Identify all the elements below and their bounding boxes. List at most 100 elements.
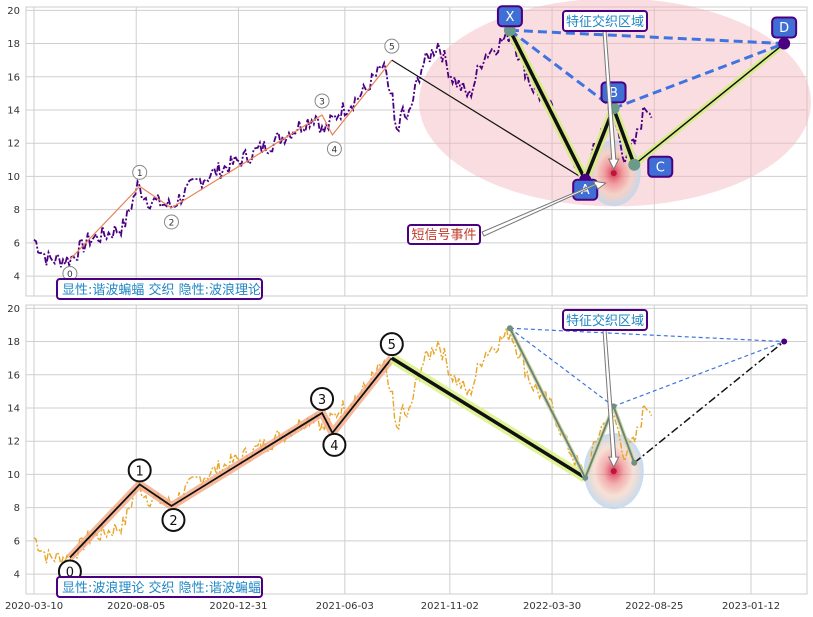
harmonic-marker-x: [506, 325, 513, 332]
harmonic-label-b: B: [600, 81, 627, 104]
harmonic-marker-a: [582, 474, 589, 481]
zone-label-text: 特征交织区域: [566, 313, 644, 329]
zone-label: 特征交织区域: [562, 309, 648, 469]
wave-label-text: 2: [169, 218, 175, 228]
harmonic-label-text: X: [505, 10, 514, 25]
harmonic-marker-d: [781, 338, 788, 345]
harmonic-label-text: D: [779, 21, 789, 36]
harmonic-label-box: [771, 16, 798, 39]
x-tick-label: 2020-03-10: [5, 601, 63, 612]
wave-label-circle: [314, 93, 330, 109]
wave-label-text: 5: [388, 338, 396, 353]
mode-legend: 显性:波浪理论 交织 隐性:谐波蝙蝠: [56, 576, 263, 598]
wave-label-circle: [132, 164, 148, 180]
wave-label-text: 5: [389, 43, 395, 53]
signal-label-text: 短信号事件: [411, 228, 476, 243]
wave-5-to-a-line: [390, 356, 587, 480]
y-tick-label: 4: [14, 272, 20, 283]
xa-leg: [508, 29, 587, 181]
x-tick-label: 2020-08-05: [107, 601, 165, 612]
x-tick-label: 2021-11-02: [421, 601, 479, 612]
wave-label-circle: [326, 141, 342, 157]
wave-5-to-a-line: [391, 59, 586, 181]
wave-label-3: 3: [314, 93, 330, 109]
y-tick-label: 14: [7, 105, 20, 116]
signal-label: 短信号事件: [407, 180, 607, 245]
y-tick-label: 16: [7, 72, 20, 83]
harmonic-label-box: [496, 5, 523, 28]
wave-label-circle: [322, 432, 347, 457]
wave-label-circle: [127, 458, 152, 483]
wave-label-text: 0: [67, 270, 73, 280]
harmonic-ratio-line-bd: [613, 42, 785, 110]
hotspot-center: [610, 170, 617, 177]
wave-label-circle: [161, 507, 186, 532]
wave-label-5: 5: [384, 38, 400, 54]
y-tick-label: 18: [7, 39, 20, 50]
wave-label-text: 1: [137, 169, 143, 179]
harmonic-ratio-line-xb: [509, 29, 615, 110]
y-tick-label: 14: [7, 403, 20, 414]
wave-label-circle: [384, 38, 400, 54]
y-tick-label: 12: [7, 139, 20, 150]
y-tick-label: 8: [14, 205, 20, 216]
mode-legend-text: 显性:波浪理论 交织 隐性:谐波蝙蝠: [62, 580, 261, 596]
plot-frame: [25, 304, 808, 595]
mode-legend: 显性:谐波蝙蝠 交织 隐性:波浪理论: [56, 278, 263, 300]
harmonic-label-c: C: [647, 155, 674, 178]
harmonic-leg-cd: [633, 340, 785, 464]
zone-label-box: [562, 10, 648, 32]
wave-label-text: 4: [330, 439, 338, 454]
harmonic-label-box: [647, 155, 674, 178]
harmonic-label-text: A: [581, 183, 590, 198]
harmonic-marker-d: [778, 37, 791, 50]
y-tick-label: 20: [7, 304, 20, 315]
zone-arrow: [602, 30, 620, 171]
y-tick-label: 16: [7, 370, 20, 381]
wave-label-4: 4: [326, 141, 342, 157]
y-tick-label: 18: [7, 337, 20, 348]
wave-label-4: 4: [322, 432, 347, 457]
mode-legend-box: [56, 278, 263, 300]
mode-legend-text: 显性:谐波蝙蝠 交织 隐性:波浪理论: [62, 282, 261, 298]
y-tick-label: 8: [14, 503, 20, 514]
wave-label-circle: [163, 214, 179, 230]
y-tick-label: 6: [14, 238, 20, 249]
x-tick-label: 2022-08-25: [625, 601, 683, 612]
y-tick-label: 6: [14, 536, 20, 547]
wave-label-1: 1: [127, 458, 152, 483]
plot-frame: [25, 6, 808, 297]
bc-leg: [611, 107, 636, 166]
signal-arrow: [481, 180, 607, 237]
wave-label-text: 2: [169, 514, 177, 529]
harmonic-marker-x: [503, 24, 516, 37]
wave-label-5: 5: [379, 332, 404, 357]
wave-label-circle: [310, 386, 335, 411]
harmonic-label-text: B: [609, 86, 618, 101]
harmonic-marker-c: [628, 158, 641, 171]
mode-legend-box: [56, 576, 263, 598]
wave-label-3: 3: [310, 386, 335, 411]
zone-label: 特征交织区域: [562, 10, 648, 171]
wave-label-circle: [379, 332, 404, 357]
wave-label-text: 3: [319, 97, 325, 107]
harmonic-marker-c: [631, 459, 638, 466]
y-tick-label: 20: [7, 6, 20, 17]
wave-label-1: 1: [132, 164, 148, 180]
harmonic-ratio-line-xd: [509, 28, 785, 46]
harmonic-ratio-line-xd: [509, 327, 785, 343]
harmonic-leg-xa: [509, 327, 587, 479]
wave-label-text: 1: [136, 464, 144, 479]
zone-arrow: [602, 329, 620, 469]
wave-path: [69, 357, 393, 559]
x-tick-label: 2021-06-03: [316, 601, 374, 612]
y-tick-label: 12: [7, 437, 20, 448]
y-tick-label: 4: [14, 570, 20, 581]
wave-label-text: 0: [66, 565, 74, 580]
wave-path: [69, 59, 393, 260]
harmonic-ratio-line-bd: [613, 340, 785, 407]
wave-label-2: 2: [161, 507, 186, 532]
x-tick-label: 2023-01-12: [722, 601, 780, 612]
